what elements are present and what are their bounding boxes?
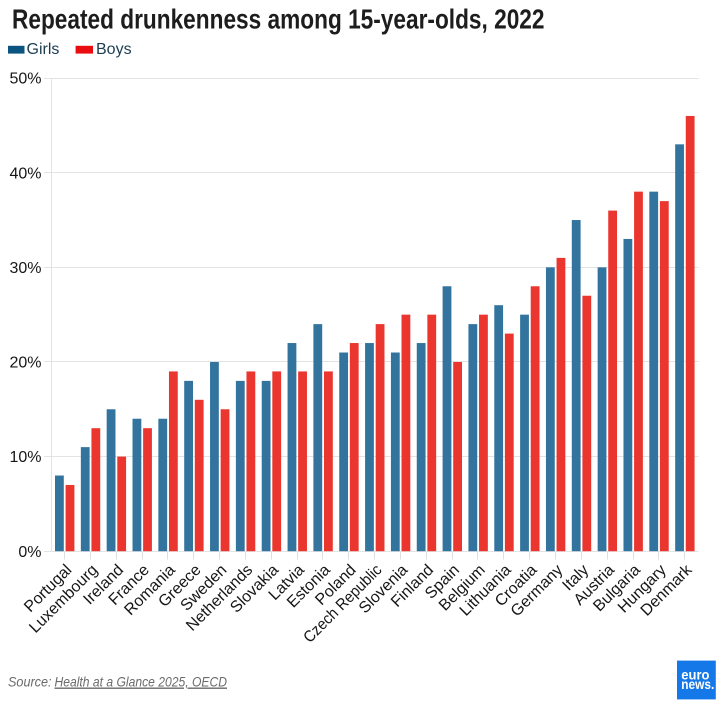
svg-text:40%: 40% bbox=[9, 165, 41, 182]
svg-text:0%: 0% bbox=[18, 544, 41, 561]
svg-text:Boys: Boys bbox=[96, 41, 132, 58]
svg-text:20%: 20% bbox=[9, 355, 41, 372]
svg-text:Source:: Source: bbox=[8, 674, 52, 690]
svg-text:10%: 10% bbox=[9, 449, 41, 466]
svg-text:Girls: Girls bbox=[27, 41, 60, 58]
svg-text:euro: euro bbox=[681, 668, 709, 683]
svg-text:news.: news. bbox=[681, 677, 714, 692]
svg-text:Health at a Glance 2025, OECD: Health at a Glance 2025, OECD bbox=[55, 674, 228, 690]
svg-text:50%: 50% bbox=[9, 71, 41, 88]
svg-text:Repeated drunkenness among 15-: Repeated drunkenness among 15-year-olds,… bbox=[12, 3, 545, 34]
svg-text:30%: 30% bbox=[9, 260, 41, 277]
